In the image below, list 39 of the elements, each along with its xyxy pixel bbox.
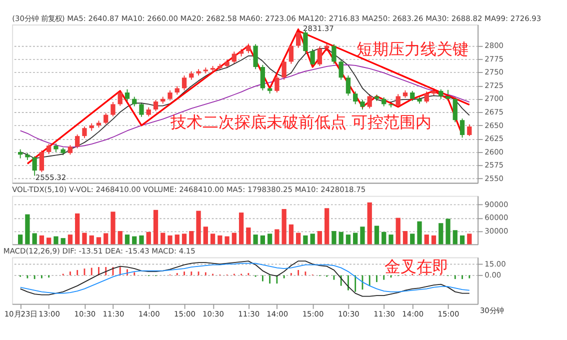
annotation: 金叉在即 bbox=[384, 257, 449, 276]
y-tick-label: 2650 bbox=[484, 120, 504, 130]
x-tick-label: 14:00 bbox=[266, 309, 288, 318]
x-tick-label: 11:30 bbox=[374, 309, 396, 318]
y-tick-label: 2750 bbox=[484, 68, 504, 77]
x-tick-label: 14:00 bbox=[138, 309, 160, 318]
x-tick-label: 13:00 bbox=[38, 309, 60, 318]
y-tick-label: 30000 bbox=[484, 226, 509, 236]
x-tick-label: 10:30 bbox=[74, 309, 96, 318]
annotation: 2831.37 bbox=[303, 24, 334, 34]
y-tick-label: 90000 bbox=[484, 200, 509, 209]
x-tick-label: 15:00 bbox=[302, 309, 324, 318]
x-tick-label: 10月23日 bbox=[4, 309, 38, 318]
y-tick-label: 2575 bbox=[484, 160, 504, 170]
chart-title: MACD(12,26,9) DIF: -13.51 DEA: -15.43 MACD: 4.15 bbox=[3, 246, 196, 256]
x-tick-label: 10:30 bbox=[202, 309, 224, 318]
x-tick-label: 15:00 bbox=[438, 309, 460, 318]
annotation: 技术二次探底未破前低点 可控范围内 bbox=[169, 112, 432, 132]
y-tick-label: 0.00 bbox=[484, 270, 502, 280]
y-tick-label: 2800 bbox=[484, 41, 504, 50]
x-tick-label: 10:30 bbox=[338, 309, 360, 318]
y-tick-label: 2675 bbox=[484, 107, 504, 116]
chart-title: (30分钟 前复权) MA5: 2640.87 MA10: 2660.00 MA20: 2682.58 MA60: 2723.06 MA120: 2716.83 MA250: 2683.26 MA30: 2688.82 MA99: 2726.93 bbox=[12, 14, 542, 23]
y-tick-label: 2600 bbox=[484, 147, 504, 156]
y-tick-label: 2700 bbox=[484, 94, 504, 104]
x-tick-label: 11:30 bbox=[102, 309, 124, 318]
y-tick-label: 2775 bbox=[484, 54, 504, 64]
annotation: 短期压力线关键 bbox=[356, 39, 469, 58]
y-tick-label: 15.00 bbox=[484, 259, 506, 268]
y-tick-label: 2550 bbox=[484, 174, 504, 183]
x-tick-label: 15:00 bbox=[174, 309, 196, 318]
y-tick-label: 60000 bbox=[484, 213, 509, 222]
y-tick-label: 2725 bbox=[484, 80, 504, 90]
x-tick-label: 11:30 bbox=[238, 309, 260, 318]
y-tick-label: 2625 bbox=[484, 134, 504, 144]
chart-title: VOL-TDX(5,10) V-VOL: 2468410.00 VOLUME: 2468410.00 MA5: 1798380.25 MA10: 2428018.75 bbox=[12, 185, 366, 194]
x-tick-label: 14:00 bbox=[402, 309, 424, 318]
text: 30分钟 bbox=[480, 306, 504, 316]
annotation: 2555.32 bbox=[35, 172, 66, 182]
